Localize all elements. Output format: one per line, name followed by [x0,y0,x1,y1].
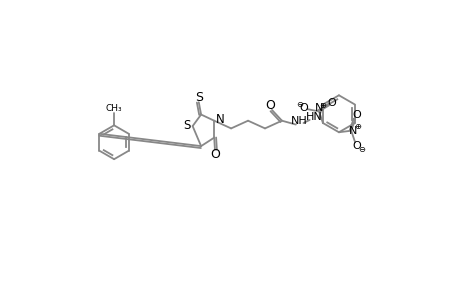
Text: ⊖: ⊖ [357,145,364,154]
Text: ⊖: ⊖ [296,100,302,109]
Text: O: O [352,141,360,151]
Text: N: N [349,126,357,136]
Text: S: S [194,91,202,104]
Text: O: O [265,99,275,112]
Text: S: S [183,119,190,132]
Text: O: O [210,148,219,161]
Text: CH₃: CH₃ [106,104,122,113]
Text: O: O [352,110,360,120]
Text: O: O [299,103,308,112]
Text: N: N [216,113,224,126]
Text: N: N [314,103,323,113]
Text: NH: NH [291,116,308,126]
Text: HN: HN [305,112,322,122]
Text: O: O [327,98,336,108]
Text: ⊕: ⊕ [319,101,326,110]
Text: ⊕: ⊕ [353,122,360,131]
